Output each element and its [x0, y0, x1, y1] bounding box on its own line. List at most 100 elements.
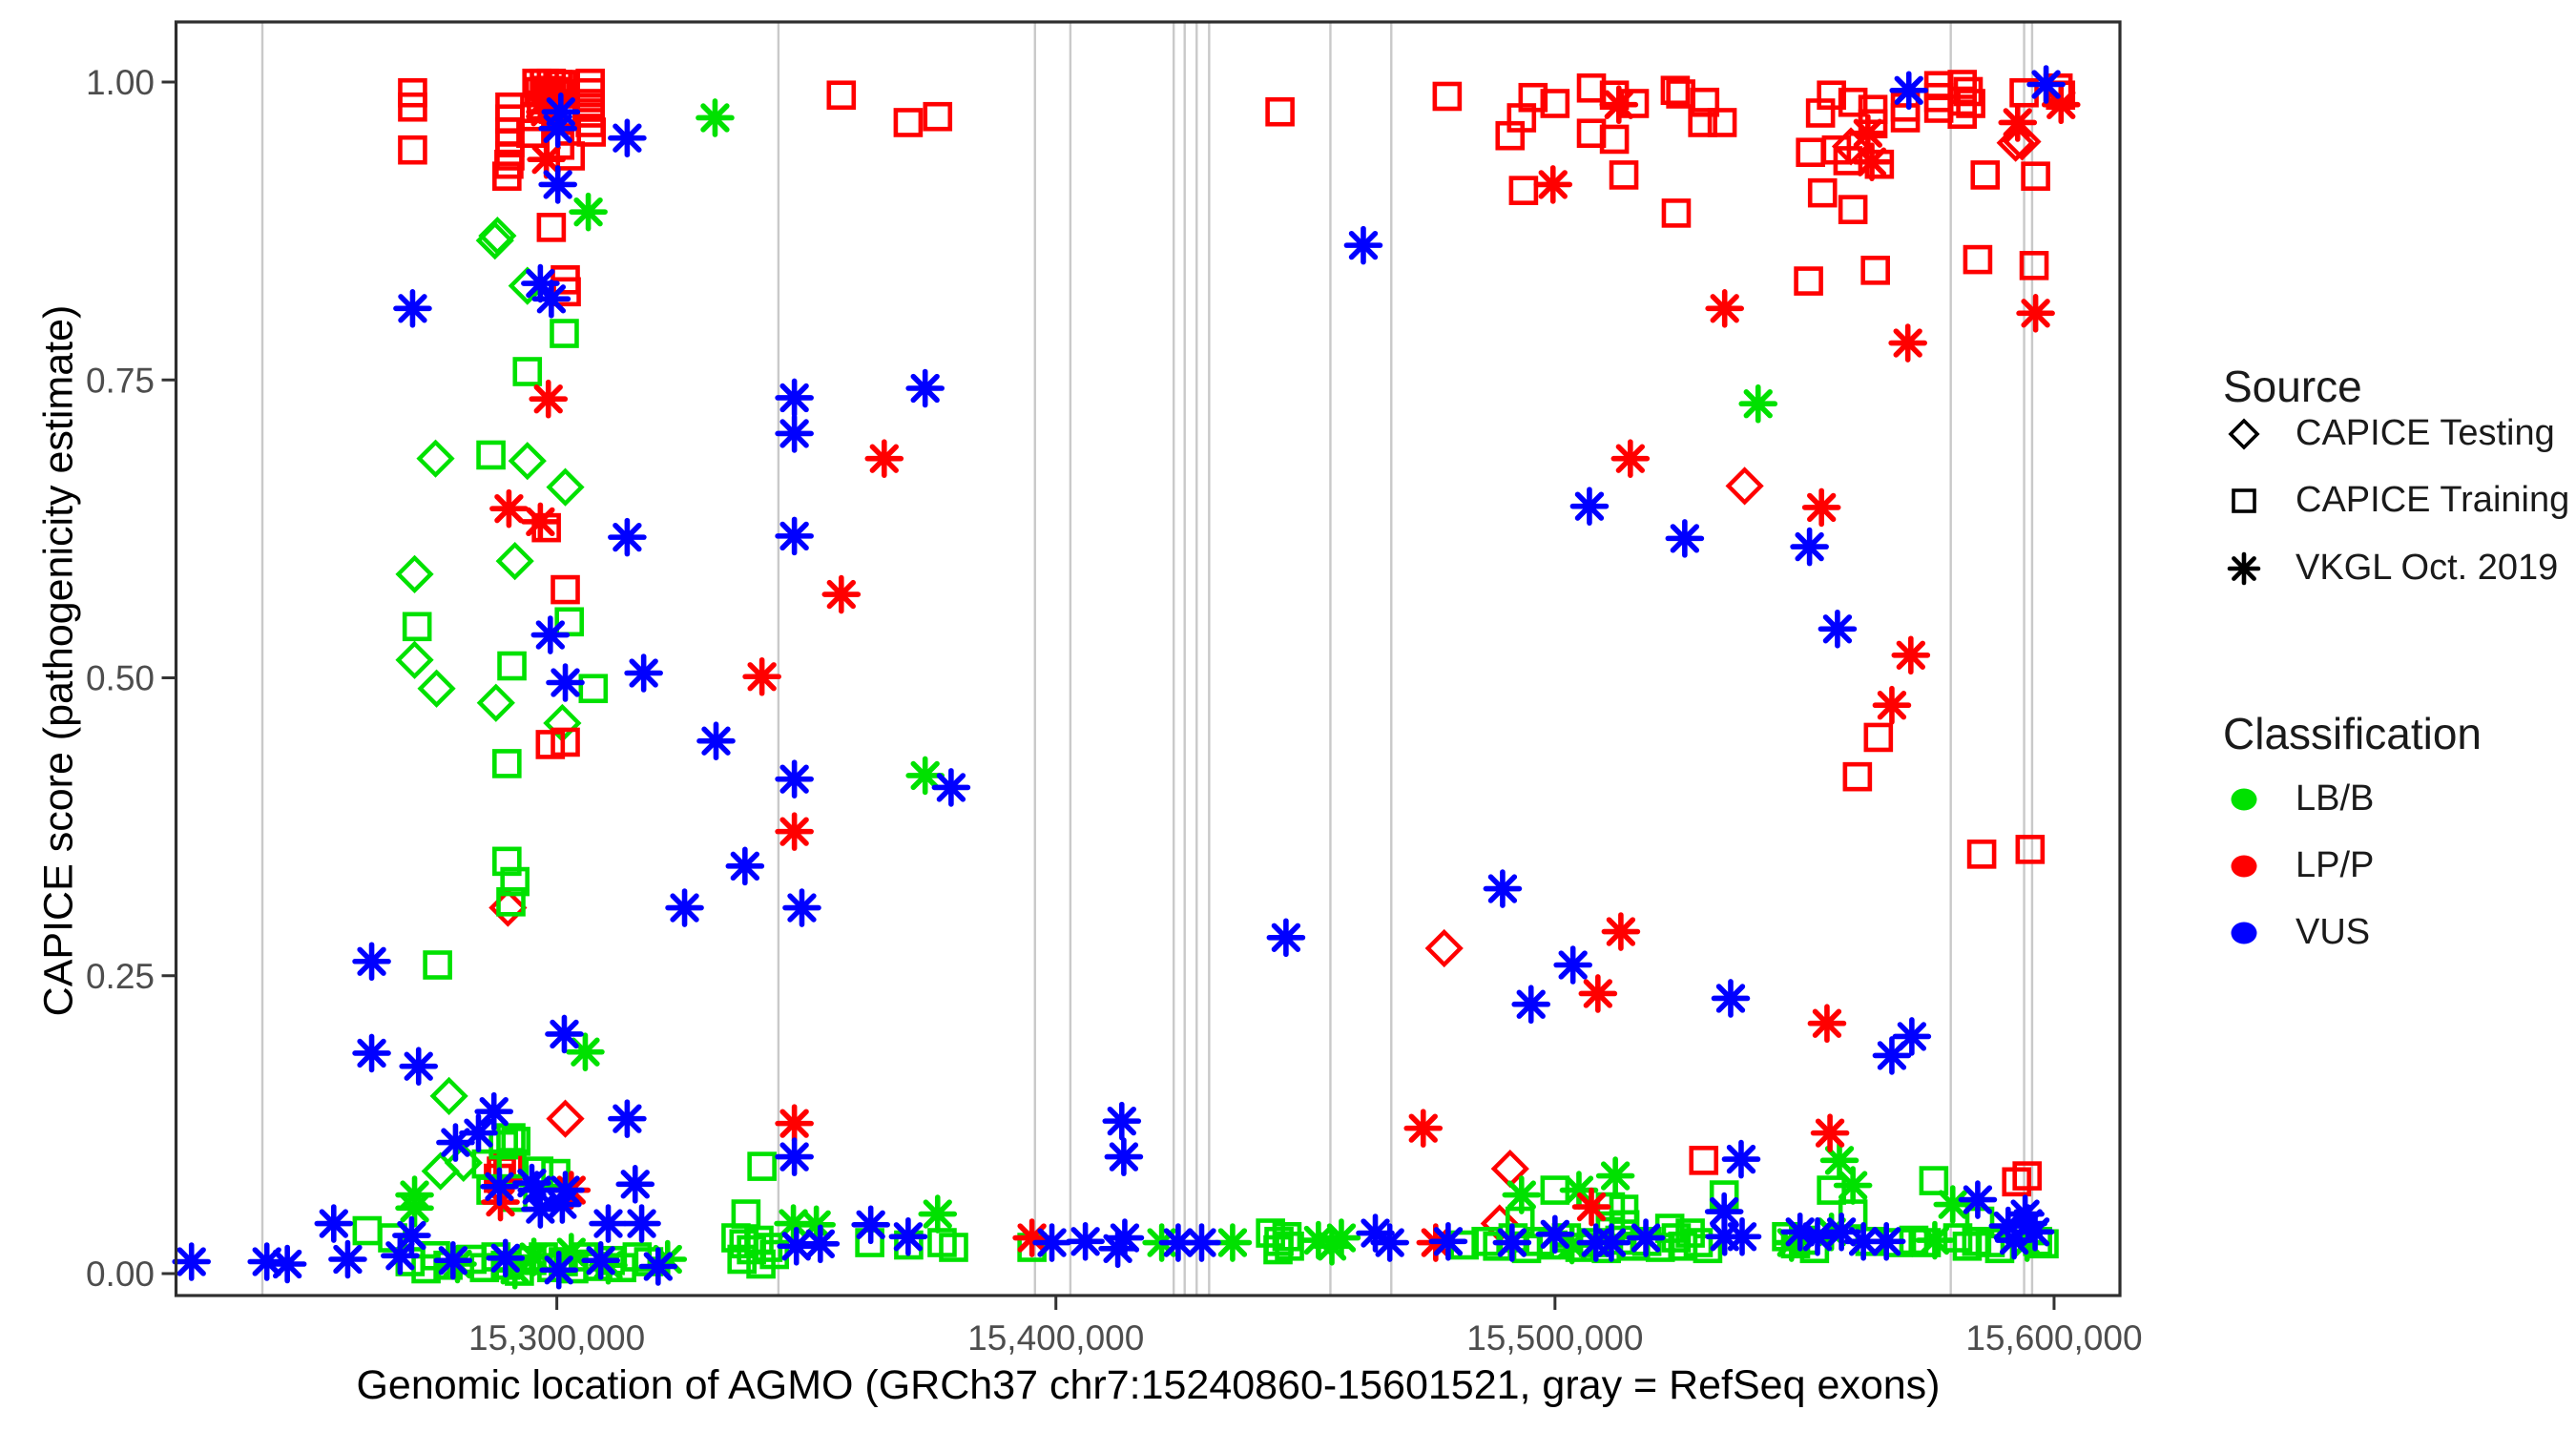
data-point-square: [1432, 81, 1463, 112]
data-point-square: [1495, 120, 1526, 151]
data-point-asterisk: [622, 1204, 661, 1243]
data-point-asterisk: [1738, 384, 1778, 424]
data-point-asterisk: [1790, 527, 1829, 567]
data-point-asterisk: [2026, 65, 2066, 104]
data-point-asterisk: [800, 1224, 841, 1264]
data-point-square: [1688, 108, 1717, 137]
data-point-square: [1919, 1166, 1949, 1195]
data-point-asterisk: [1533, 165, 1573, 204]
data-point-square: [746, 1249, 776, 1279]
data-point-asterisk: [531, 280, 571, 319]
data-point-square: [1947, 99, 1977, 130]
data-point-asterisk: [1843, 1221, 1883, 1261]
data-point-asterisk: [775, 1137, 814, 1176]
data-point-asterisk: [1182, 1223, 1221, 1262]
data-point-asterisk: [589, 1204, 628, 1243]
data-point-square: [1890, 103, 1921, 133]
data-point-asterisk: [1511, 985, 1551, 1025]
data-point-square: [1675, 1218, 1705, 1248]
data-point-asterisk: [1535, 1214, 1575, 1255]
data-point-asterisk: [1711, 979, 1751, 1018]
legend-color-dot: [2231, 922, 2257, 944]
data-point-diamond: [416, 439, 455, 478]
legend-classification-title: Classification: [2223, 709, 2482, 758]
data-point-square: [1660, 75, 1691, 106]
data-point-asterisk: [1502, 1175, 1542, 1214]
data-point-asterisk: [775, 759, 814, 798]
data-point-asterisk: [1998, 103, 2038, 142]
data-point-square: [1508, 176, 1539, 205]
data-point-asterisk: [1891, 635, 1931, 675]
data-point-asterisk: [1569, 487, 1610, 526]
data-point-square: [1707, 108, 1737, 137]
y-tick-label: 0.00: [86, 1255, 155, 1294]
data-point-asterisk: [1819, 1141, 1859, 1180]
data-point-square: [1863, 722, 1894, 753]
legend-diamond-icon: [2228, 418, 2260, 450]
data-point-asterisk: [638, 1247, 678, 1286]
data-point-asterisk: [1833, 1166, 1873, 1205]
data-point-asterisk: [1852, 142, 1892, 181]
data-point-asterisk: [1321, 1218, 1361, 1257]
data-point-asterisk: [775, 812, 814, 851]
data-point-square: [1689, 1146, 1719, 1175]
data-point-square: [476, 440, 506, 470]
data-point-square: [1970, 160, 2001, 190]
data-point-asterisk: [775, 378, 814, 418]
data-point-square: [555, 141, 586, 171]
data-point-asterisk: [1599, 85, 1639, 125]
data-point-asterisk: [775, 516, 814, 556]
data-point-diamond: [1424, 928, 1464, 968]
data-point-square: [1690, 87, 1720, 117]
data-point-square: [1683, 1228, 1714, 1257]
data-point-asterisk: [2016, 294, 2055, 333]
data-point-asterisk: [1428, 1221, 1468, 1261]
data-point-asterisk: [172, 1242, 212, 1281]
data-point-asterisk: [433, 1240, 473, 1280]
data-point-asterisk: [527, 139, 566, 179]
data-point-square: [492, 749, 522, 778]
data-point-square: [1963, 244, 1993, 275]
data-point-asterisk: [1626, 1218, 1666, 1257]
data-point-square: [893, 108, 924, 137]
data-point-diamond: [546, 467, 585, 507]
data-point-asterisk: [399, 1047, 439, 1086]
data-point-asterisk: [1483, 869, 1523, 908]
data-point-asterisk: [1866, 1221, 1906, 1261]
data-point-square: [826, 80, 857, 111]
data-point-square: [2019, 251, 2049, 280]
data-point-asterisk: [1492, 1223, 1532, 1262]
data-point-asterisk: [1888, 323, 1927, 363]
data-point-asterisk: [742, 656, 781, 696]
legend-asterisk-icon: [2227, 551, 2261, 586]
data-point-square: [1807, 177, 1838, 208]
data-point-asterisk: [931, 768, 971, 807]
data-point-asterisk: [1266, 918, 1306, 958]
data-point-asterisk: [569, 192, 608, 232]
data-point-square: [551, 574, 580, 605]
data-point-asterisk: [328, 1239, 367, 1279]
data-point-asterisk: [1872, 1036, 1912, 1075]
x-tick-label: 15,300,000: [468, 1318, 645, 1358]
data-point-asterisk: [774, 1204, 813, 1243]
data-point-asterisk: [777, 1226, 817, 1266]
legend-item-vkgl: VKGL Oct. 2019: [2296, 548, 2559, 588]
data-point-asterisk: [1610, 439, 1651, 478]
data-point-diamond: [1725, 467, 1764, 506]
data-point-square: [747, 1151, 777, 1181]
data-point-asterisk: [1403, 1109, 1444, 1148]
y-tick-label: 1.00: [86, 63, 155, 102]
data-point-asterisk: [608, 517, 647, 557]
data-point-asterisk: [1810, 1113, 1850, 1152]
data-point-asterisk: [1591, 1223, 1631, 1262]
data-point-square: [1838, 195, 1868, 224]
data-point-diamond: [2003, 122, 2042, 161]
data-point-square: [536, 213, 567, 242]
data-point-square: [1609, 160, 1639, 190]
data-point-asterisk: [725, 846, 765, 886]
data-point-square: [402, 612, 432, 642]
data-point-asterisk: [1665, 519, 1705, 558]
data-point-asterisk: [1722, 1216, 1762, 1256]
data-point-asterisk: [459, 1113, 498, 1152]
data-point-square: [727, 1244, 758, 1275]
